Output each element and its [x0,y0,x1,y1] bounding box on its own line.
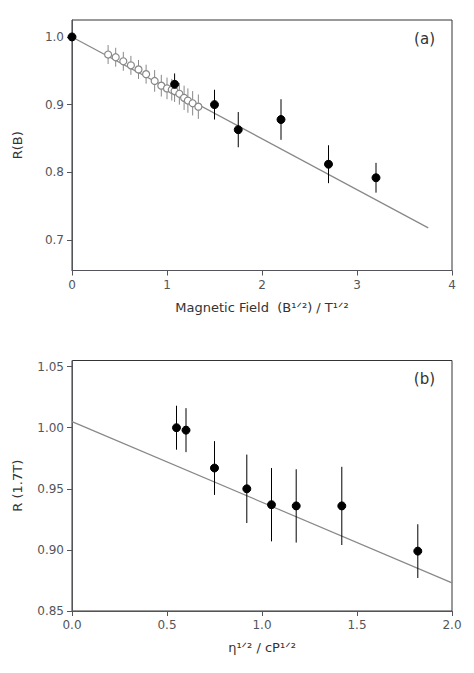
svg-text:0.85: 0.85 [37,604,64,618]
svg-text:2.0: 2.0 [442,618,461,632]
svg-text:0.0: 0.0 [62,618,81,632]
svg-text:0.5: 0.5 [157,618,176,632]
svg-text:0: 0 [68,278,76,292]
svg-text:1.05: 1.05 [37,360,64,374]
svg-text:0.8: 0.8 [45,165,64,179]
svg-text:η¹ᐟ² / cP¹ᐟ²: η¹ᐟ² / cP¹ᐟ² [228,640,296,655]
svg-text:R (1.7T): R (1.7T) [10,460,25,512]
svg-text:4: 4 [448,278,456,292]
svg-text:0.9: 0.9 [45,98,64,112]
svg-text:(b): (b) [414,370,435,388]
svg-text:1.0: 1.0 [45,30,64,44]
svg-text:3: 3 [353,278,361,292]
svg-text:2: 2 [258,278,266,292]
svg-text:1.5: 1.5 [347,618,366,632]
svg-text:1.0: 1.0 [252,618,271,632]
svg-text:0.7: 0.7 [45,233,64,247]
svg-text:(a): (a) [414,30,435,48]
svg-text:1.00: 1.00 [37,421,64,435]
svg-text:R(B): R(B) [10,131,25,159]
svg-text:Magnetic Field (B¹ᐟ²) / T¹ᐟ²: Magnetic Field (B¹ᐟ²) / T¹ᐟ² [175,300,348,315]
svg-text:1: 1 [163,278,171,292]
svg-text:0.95: 0.95 [37,482,64,496]
svg-text:0.90: 0.90 [37,543,64,557]
